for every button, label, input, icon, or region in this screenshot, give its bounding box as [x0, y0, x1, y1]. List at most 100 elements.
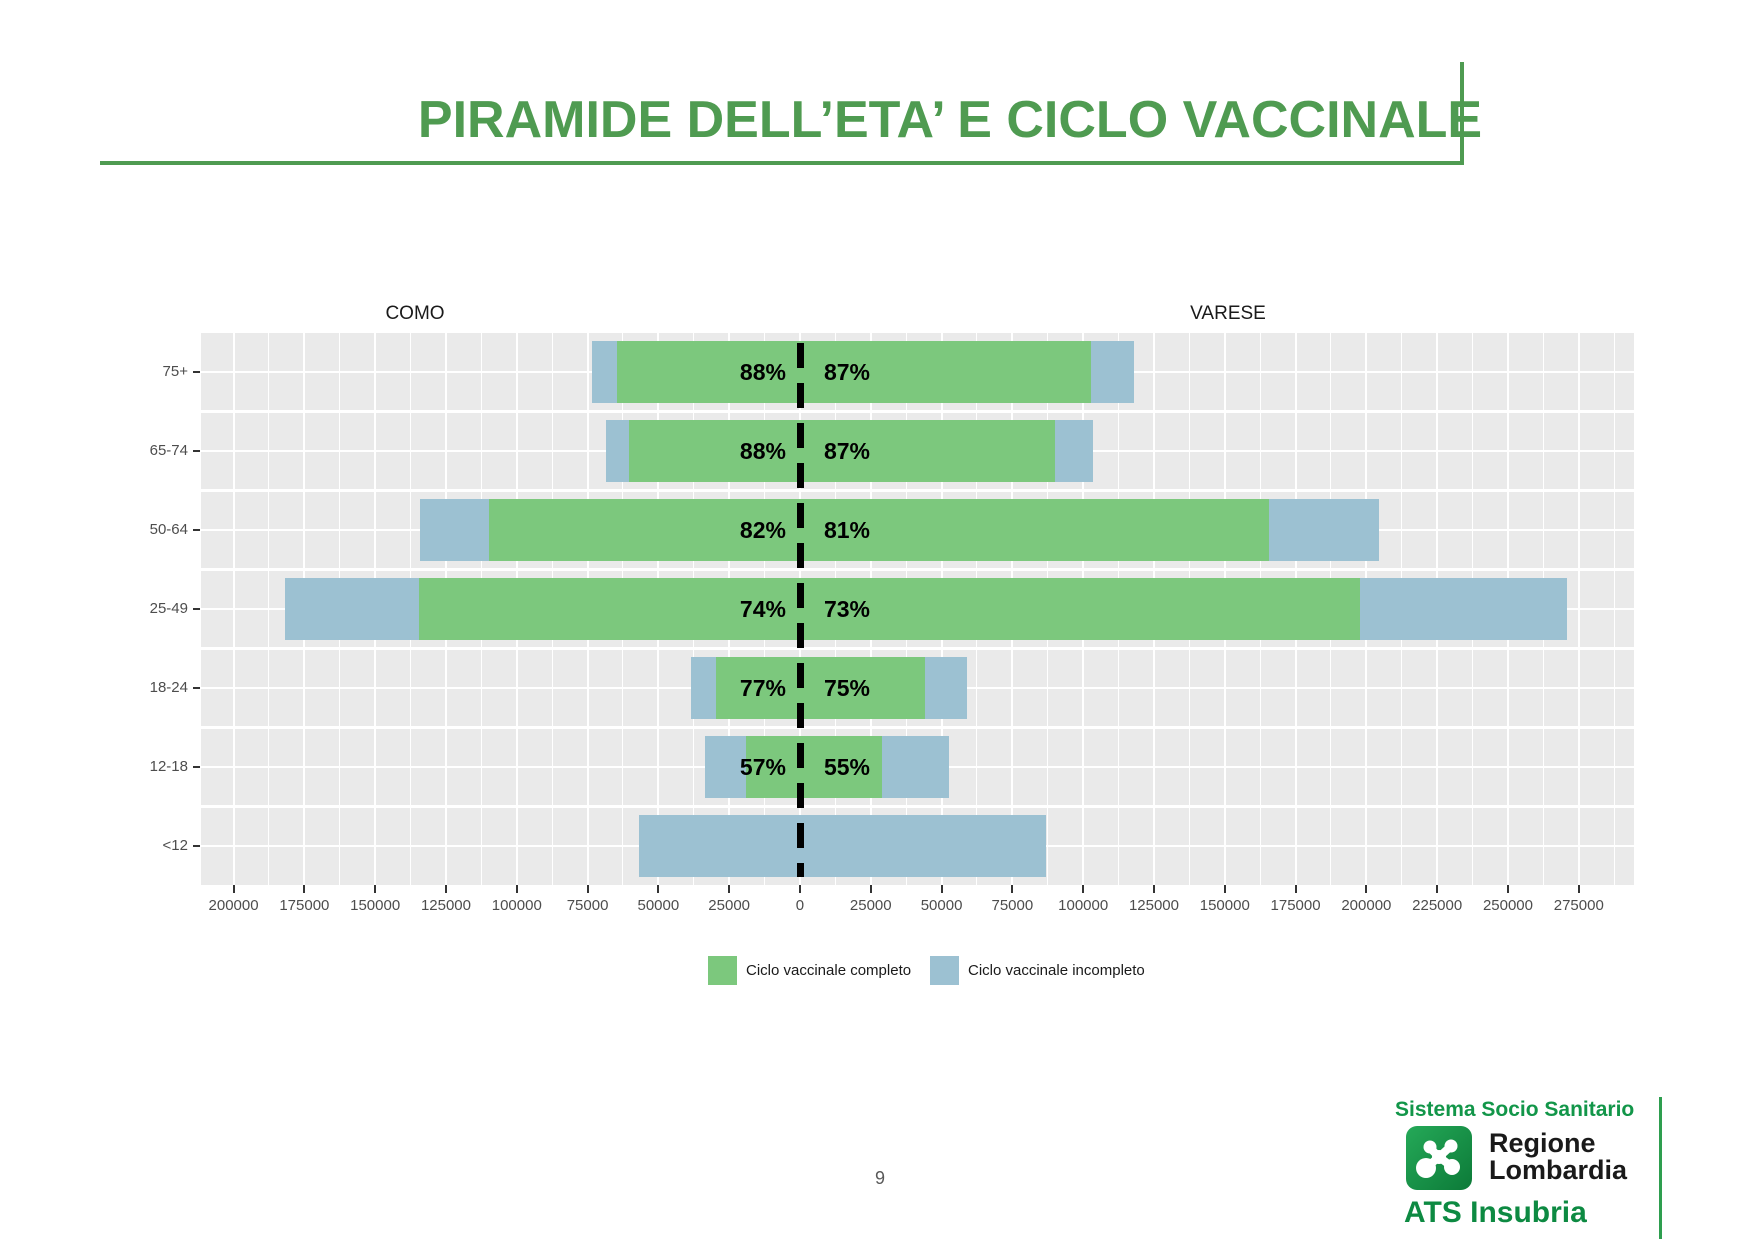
x-axis-tick	[657, 885, 660, 893]
x-axis-tick	[728, 885, 731, 893]
x-axis-tick	[232, 885, 235, 893]
y-axis-label: 18-24	[149, 678, 188, 696]
bar-varese-complete	[799, 420, 1055, 483]
x-axis-label: 200000	[1341, 897, 1392, 914]
bar-como-incomplete	[591, 341, 617, 404]
x-axis-tick	[1577, 885, 1580, 893]
x-axis-label: 125000	[420, 897, 471, 914]
y-axis-label: 75+	[162, 363, 188, 381]
y-axis-label: 25-49	[149, 600, 188, 617]
varese-pct-label: 87%	[823, 359, 871, 386]
como-label: COMO	[385, 303, 445, 324]
x-axis-label: 100000	[491, 897, 542, 914]
bar-varese-incomplete	[1090, 341, 1135, 404]
y-axis-label: <12	[162, 836, 188, 854]
footer-regione-line2: Lombardia	[1489, 1155, 1628, 1185]
footer-vertical-rule	[1659, 1097, 1662, 1239]
bar-como-incomplete	[705, 735, 746, 798]
y-axis-tick	[193, 529, 200, 532]
y-axis-tick	[193, 686, 200, 689]
bar-como-incomplete	[420, 499, 489, 562]
como-pct-label: 57%	[739, 753, 786, 780]
x-axis-tick	[1082, 885, 1085, 893]
varese-pct-label: 81%	[823, 517, 871, 544]
legend-swatch-complete	[708, 956, 737, 985]
varese-label: VARESE	[1190, 303, 1266, 324]
title-underline-rule	[100, 161, 1463, 165]
gridline-row-boundary	[201, 568, 1634, 572]
x-axis-tick	[1011, 885, 1014, 893]
varese-pct-label: 55%	[823, 753, 871, 780]
footer-regione-text: Regione Lombardia	[1489, 1130, 1627, 1184]
bar-varese-incomplete	[881, 735, 949, 798]
bar-varese-complete	[799, 341, 1091, 404]
x-axis-tick	[586, 885, 589, 893]
x-axis-label: 75000	[566, 897, 609, 914]
bar-varese-complete	[799, 735, 882, 798]
legend-swatch-incomplete	[930, 956, 959, 985]
x-axis-tick	[1436, 885, 1439, 893]
x-axis-label: 75000	[991, 897, 1034, 914]
bar-como-complete	[488, 499, 800, 562]
x-axis-label: 250000	[1482, 897, 1533, 914]
varese-pct-label: 87%	[823, 438, 871, 465]
como-pct-label: 88%	[739, 438, 786, 465]
x-axis-label: 150000	[1199, 897, 1250, 914]
bar-como-complete	[629, 420, 800, 483]
bar-como-complete	[745, 735, 800, 798]
x-axis-tick	[515, 885, 518, 893]
bar-como-incomplete	[284, 578, 419, 640]
legend-label-incomplete: Ciclo vaccinale incompleto	[968, 962, 1145, 979]
regione-lombardia-logo	[1406, 1126, 1472, 1190]
gridline-row-boundary	[201, 410, 1634, 414]
y-axis-tick	[193, 371, 200, 374]
bar-varese-complete	[799, 656, 926, 719]
como-pct-label: 77%	[739, 674, 786, 701]
x-axis-label: 25000	[708, 897, 751, 914]
x-axis-label: 275000	[1553, 897, 1604, 914]
y-axis-tick	[193, 608, 200, 610]
bar-como-complete	[716, 656, 800, 719]
bar-varese-incomplete	[799, 814, 1047, 877]
como-pct-label: 74%	[739, 596, 786, 622]
x-axis-tick	[940, 885, 943, 893]
y-axis-tick	[193, 450, 200, 453]
footer-sistema-text: Sistema Socio Sanitario	[1395, 1098, 1635, 1121]
y-axis-tick	[193, 765, 200, 768]
varese-pct-label: 75%	[823, 674, 871, 701]
x-axis-label: 0	[795, 897, 805, 914]
gridline-row-boundary	[201, 804, 1634, 808]
bar-como-incomplete	[690, 656, 716, 719]
x-axis-label: 125000	[1128, 897, 1179, 914]
x-axis-tick	[1152, 885, 1155, 893]
x-axis-tick	[303, 885, 306, 893]
x-axis-tick	[1506, 885, 1509, 893]
y-axis-label: 65-74	[149, 442, 188, 460]
bar-como-incomplete	[638, 814, 800, 877]
bar-como-complete	[616, 341, 800, 404]
bar-varese-incomplete	[1360, 578, 1568, 640]
page-number: 9	[874, 1168, 885, 1188]
x-axis-tick	[1365, 885, 1368, 893]
rosa-camuna-icon	[1416, 1139, 1460, 1178]
x-axis-tick	[1223, 885, 1226, 893]
x-axis-tick	[869, 885, 872, 893]
gridline-row-boundary	[201, 646, 1634, 650]
gridline-row-boundary	[201, 725, 1634, 729]
como-pct-label: 88%	[739, 359, 786, 386]
x-axis-label: 200000	[208, 897, 259, 914]
x-axis-label: 50000	[637, 897, 680, 914]
footer-ats-text: ATS Insubria	[1404, 1196, 1587, 1229]
y-axis-tick	[193, 844, 200, 847]
x-axis-label: 100000	[1058, 897, 1109, 914]
footer-regione-line1: Regione	[1489, 1128, 1596, 1158]
bar-como-complete	[418, 578, 800, 640]
title-side-rule	[1460, 62, 1464, 165]
x-axis-tick	[444, 885, 447, 893]
bar-como-incomplete	[605, 420, 630, 483]
x-axis-label: 225000	[1412, 897, 1463, 914]
gridline-row-boundary	[201, 489, 1634, 493]
x-axis-label: 175000	[1270, 897, 1321, 914]
bar-varese-incomplete	[1269, 499, 1380, 562]
